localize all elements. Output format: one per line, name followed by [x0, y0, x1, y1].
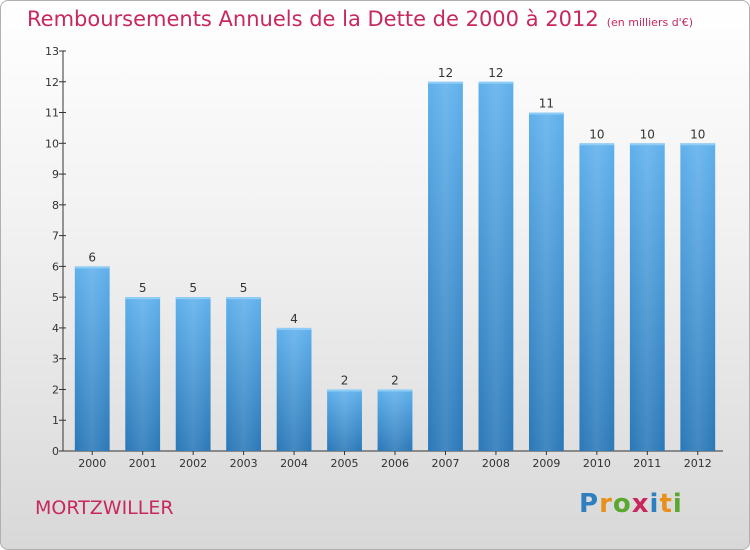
x-tick-label: 2001	[129, 457, 157, 470]
x-tick-label: 2011	[633, 457, 661, 470]
bar-value-label: 2	[391, 373, 399, 387]
location-name: MORTZWILLER	[35, 497, 174, 519]
y-tick-label: 3	[52, 353, 59, 366]
bar-value-label: 12	[488, 66, 503, 80]
bar-value-label: 4	[290, 312, 298, 326]
logo-letter: i	[672, 489, 683, 519]
bar-value-label: 11	[539, 97, 554, 111]
y-tick-label: 10	[45, 137, 59, 150]
bar-top-edge	[226, 297, 262, 300]
bar-value-label: 10	[690, 127, 705, 141]
bar-top-edge	[629, 143, 665, 146]
logo-letter: r	[599, 489, 613, 519]
logo-letter: x	[631, 489, 650, 519]
bar-shine	[327, 389, 362, 451]
y-tick-label: 6	[52, 260, 59, 273]
bar-top-edge	[478, 81, 514, 84]
x-tick-label: 2000	[78, 457, 106, 470]
bar-top-edge	[175, 297, 211, 300]
chart-labels: 2000 6 2001 5 2002 5 2003 5 2004 4 2005 2 2006 2 2007 1…	[78, 66, 712, 470]
x-tick-label: 2012	[684, 457, 712, 470]
x-tick-label: 2002	[179, 457, 207, 470]
y-tick-label: 4	[52, 322, 59, 335]
bar-shine	[276, 327, 312, 451]
x-tick-label: 2009	[532, 457, 560, 470]
bar-shine	[125, 297, 161, 451]
bar-shine	[478, 81, 514, 452]
bar-top-edge	[680, 143, 716, 146]
bar-value-label: 2	[341, 373, 349, 387]
bar-top-edge	[528, 112, 564, 115]
x-tick-label: 2004	[280, 457, 308, 470]
x-tick-label: 2008	[482, 457, 510, 470]
bar-shine	[226, 297, 262, 451]
bar-value-label: 5	[240, 281, 248, 295]
bar-shine	[528, 112, 564, 452]
bar-top-edge	[74, 266, 110, 269]
bar-shine	[377, 389, 413, 451]
x-tick-label: 2003	[230, 457, 258, 470]
proxiti-logo[interactable]: Proxiti	[579, 489, 683, 519]
bar-shine	[74, 266, 110, 451]
bar-shine	[629, 143, 665, 452]
chart-subtitle: (en milliers d'€)	[606, 16, 693, 29]
bar-value-label: 10	[589, 127, 604, 141]
bar-value-label: 10	[640, 127, 655, 141]
y-tick-label: 2	[52, 383, 59, 396]
bar-value-label: 6	[88, 250, 96, 264]
y-tick-label: 13	[45, 45, 59, 58]
bar-shine	[579, 143, 615, 452]
bar-shine	[428, 81, 463, 452]
logo-letter: i	[649, 489, 660, 519]
y-tick-label: 7	[52, 230, 59, 243]
y-tick-label: 1	[52, 414, 59, 427]
y-tick-label: 8	[52, 199, 59, 212]
bar-value-label: 12	[438, 66, 453, 80]
bar-shine	[175, 297, 211, 451]
x-tick-label: 2007	[431, 457, 459, 470]
chart-title-text: Remboursements Annuels de la Dette de 20…	[27, 7, 599, 31]
bar-value-label: 5	[189, 281, 197, 295]
bar-top-edge	[276, 327, 312, 330]
bar-top-edge	[579, 143, 615, 146]
bar-top-edge	[125, 297, 161, 300]
logo-letter: o	[612, 489, 632, 519]
chart-bars	[74, 81, 716, 452]
y-tick-label: 11	[45, 107, 59, 120]
chart-title: Remboursements Annuels de la Dette de 20…	[27, 7, 693, 31]
y-tick-label: 0	[52, 445, 59, 458]
y-tick-label: 9	[52, 168, 59, 181]
y-tick-label: 5	[52, 291, 59, 304]
bar-top-edge	[377, 389, 413, 392]
logo-letter: t	[659, 489, 673, 519]
x-tick-label: 2010	[583, 457, 611, 470]
x-tick-label: 2006	[381, 457, 409, 470]
y-tick-label: 12	[45, 76, 59, 89]
logo-letter: P	[579, 489, 600, 519]
bar-shine	[680, 143, 716, 452]
x-tick-label: 2005	[331, 457, 359, 470]
bar-top-edge	[428, 81, 463, 84]
bar-top-edge	[327, 389, 362, 392]
bar-value-label: 5	[139, 281, 147, 295]
